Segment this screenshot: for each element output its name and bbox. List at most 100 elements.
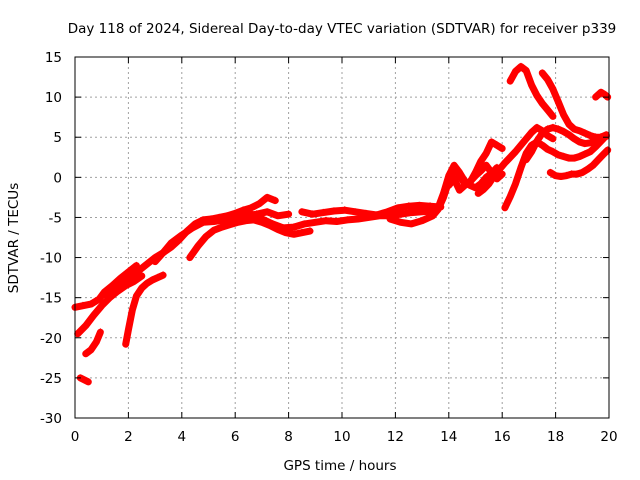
data-point: + <box>601 89 609 100</box>
data-point: + <box>394 202 402 213</box>
data-point: + <box>111 284 119 295</box>
y-tick-label: -20 <box>40 331 62 347</box>
data-point: + <box>290 222 298 233</box>
data-point: + <box>533 122 541 133</box>
data-point: + <box>498 169 506 180</box>
data-point: + <box>477 178 485 189</box>
data-point: + <box>559 151 567 162</box>
data-point: + <box>522 148 530 159</box>
data-point: + <box>178 230 186 241</box>
series-trace <box>151 208 293 266</box>
data-series-arc-13: +++++++++++ <box>445 137 507 196</box>
series-trace <box>247 207 437 232</box>
data-point: + <box>407 218 415 229</box>
series-trace <box>82 328 104 358</box>
data-point: + <box>506 76 514 87</box>
data-point: + <box>255 198 263 209</box>
data-series-arc-18: ++++++++++++++++ <box>522 122 610 165</box>
data-point: + <box>82 320 90 331</box>
data-point: + <box>226 219 234 230</box>
data-point: + <box>554 124 562 135</box>
data-point: + <box>591 135 599 146</box>
data-point: + <box>501 157 509 168</box>
y-tick-label: -10 <box>40 251 62 267</box>
data-point: + <box>199 217 207 228</box>
data-point: + <box>242 210 250 221</box>
data-point: + <box>511 146 519 157</box>
data-point: + <box>124 324 132 335</box>
series-trace <box>186 216 314 262</box>
data-point: + <box>586 130 594 141</box>
data-point: + <box>298 206 306 217</box>
data-point: + <box>455 167 463 178</box>
data-point: + <box>279 222 287 233</box>
data-point: + <box>319 207 327 218</box>
data-point: + <box>573 169 581 180</box>
data-point: + <box>167 238 175 249</box>
data-point: + <box>258 214 266 225</box>
data-series-arc-5: +++++++++ <box>122 270 168 350</box>
data-point: + <box>482 148 490 159</box>
data-point: + <box>397 209 405 220</box>
data-point: + <box>455 185 463 196</box>
data-point: + <box>498 143 506 154</box>
x-tick-label: 4 <box>178 429 187 445</box>
data-series-arc-19: ++++++++++++ <box>546 145 612 182</box>
data-point: + <box>132 291 140 302</box>
data-point: + <box>300 218 308 229</box>
data-point: + <box>477 156 485 167</box>
data-point: + <box>138 283 146 294</box>
data-point: + <box>383 206 391 217</box>
data-series-arc-4: ++++ <box>82 327 105 360</box>
x-tick-label: 2 <box>124 429 133 445</box>
series-trace <box>298 201 445 219</box>
data-point: + <box>127 271 135 282</box>
data-point: + <box>132 260 140 271</box>
data-point: + <box>90 310 98 321</box>
data-point: + <box>418 206 426 217</box>
data-point: + <box>543 74 551 85</box>
data-point: + <box>445 180 453 191</box>
data-point: + <box>322 215 330 226</box>
data-point: + <box>538 128 546 139</box>
data-point: + <box>543 124 551 135</box>
x-tick-label: 14 <box>440 429 457 445</box>
data-point: + <box>471 167 479 178</box>
data-point: + <box>354 214 362 225</box>
data-point: + <box>538 98 546 109</box>
y-tick-label: 10 <box>45 90 62 106</box>
data-point: + <box>247 202 255 213</box>
data-point: + <box>600 149 608 160</box>
data-point: + <box>223 210 231 221</box>
data-point: + <box>591 141 599 152</box>
data-point: + <box>597 132 605 143</box>
data-point: + <box>143 278 151 289</box>
data-point: + <box>298 227 306 238</box>
data-point: + <box>450 160 458 171</box>
data-point: + <box>461 180 469 191</box>
data-point: + <box>546 167 554 178</box>
data-point: + <box>565 119 573 130</box>
data-point: + <box>493 140 501 151</box>
data-point: + <box>330 206 338 217</box>
series-trace <box>522 124 610 164</box>
data-point: + <box>143 259 151 270</box>
data-point: + <box>450 173 458 184</box>
series-trace <box>76 374 92 386</box>
series-trace <box>445 138 506 194</box>
data-point: + <box>597 87 605 98</box>
data-point: + <box>506 191 514 202</box>
data-point: + <box>445 170 453 181</box>
x-tick-label: 12 <box>387 429 404 445</box>
data-point: + <box>559 126 567 137</box>
data-point: + <box>386 214 394 225</box>
data-point: + <box>565 129 573 140</box>
data-point: + <box>517 61 525 72</box>
data-point: + <box>82 348 90 359</box>
y-tick-label: -15 <box>40 291 62 307</box>
axis-ticks <box>74 56 610 419</box>
data-point: + <box>79 300 87 311</box>
data-point: + <box>95 294 103 305</box>
data-point: + <box>100 287 108 298</box>
data-point: + <box>594 154 602 165</box>
